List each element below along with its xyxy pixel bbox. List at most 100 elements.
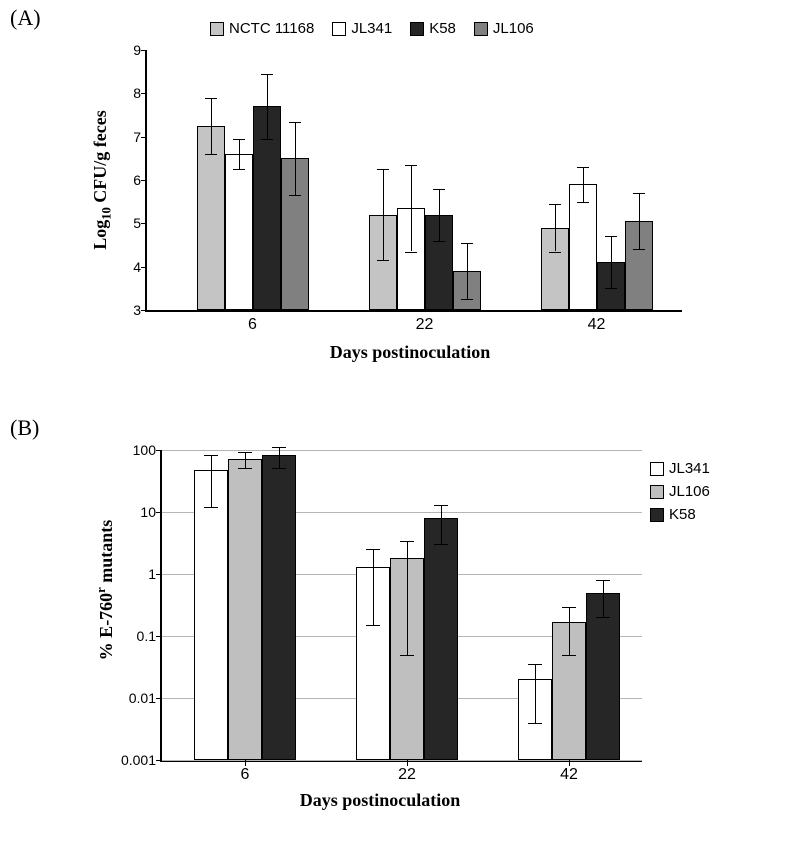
error-cap: [400, 541, 414, 542]
ytick-mark: [141, 137, 147, 138]
error-cap: [596, 580, 610, 581]
panel-a-legend: NCTC 11168 JL341 K58 JL106: [210, 20, 730, 41]
bar: [225, 154, 253, 310]
xtick-label: 22: [416, 310, 434, 334]
ytick-mark: [141, 180, 147, 181]
legend-swatch: [474, 22, 488, 36]
error-bar: [535, 664, 536, 722]
panel-b-plot: 0.0010.010.111010062242: [160, 450, 642, 762]
xtick-mark: [245, 760, 246, 766]
bar: [228, 459, 262, 760]
legend-swatch: [332, 22, 346, 36]
error-bar: [211, 98, 212, 154]
panel-a-xlabel: Days postinoculation: [80, 342, 740, 363]
error-bar: [441, 505, 442, 544]
error-bar: [295, 122, 296, 196]
ytick-mark: [141, 93, 147, 94]
panel-a-ylabel-text: Log10 CFU/g feces: [90, 110, 110, 250]
ytick-mark: [141, 223, 147, 224]
ytick-mark: [141, 310, 147, 311]
error-bar: [439, 189, 440, 241]
bar: [569, 184, 597, 310]
error-cap: [405, 252, 417, 253]
page: { "panelA": { "label": "(A)", "type": "b…: [0, 0, 800, 855]
panel-b-label: (B): [10, 415, 39, 441]
legend-swatch: [650, 508, 664, 522]
error-cap: [289, 122, 301, 123]
error-cap: [549, 204, 561, 205]
error-cap: [233, 169, 245, 170]
bar: [424, 518, 458, 760]
legend-item: JL341: [332, 20, 392, 37]
error-bar: [411, 165, 412, 252]
error-bar: [583, 167, 584, 202]
error-bar: [603, 580, 604, 617]
error-cap: [605, 288, 617, 289]
bar: [194, 470, 228, 760]
error-bar: [611, 236, 612, 288]
legend-swatch: [650, 462, 664, 476]
ytick-mark: [156, 574, 162, 575]
ytick-mark: [156, 450, 162, 451]
error-bar: [407, 541, 408, 655]
error-cap: [434, 505, 448, 506]
error-cap: [461, 243, 473, 244]
panel-b-ylabel-text: % E-760r mutants: [96, 520, 116, 661]
ytick-mark: [141, 267, 147, 268]
legend-item: K58: [650, 506, 710, 523]
error-cap: [596, 617, 610, 618]
error-cap: [205, 98, 217, 99]
error-cap: [377, 169, 389, 170]
error-cap: [562, 655, 576, 656]
legend-label: JL341: [669, 460, 710, 477]
error-cap: [272, 447, 286, 448]
error-cap: [461, 299, 473, 300]
error-bar: [239, 139, 240, 169]
ytick-mark: [141, 50, 147, 51]
legend-label: NCTC 11168: [229, 20, 314, 37]
legend-label: K58: [429, 20, 456, 37]
legend-label: JL106: [493, 20, 534, 37]
gridline: [162, 450, 642, 451]
panel-b-chart: 0.0010.010.111010062242 JL341 JL106 K58 % …: [80, 440, 760, 840]
error-cap: [633, 249, 645, 250]
panel-b-ylabel: % E-760r mutants: [94, 480, 117, 700]
error-bar: [467, 243, 468, 299]
error-cap: [400, 655, 414, 656]
error-cap: [377, 260, 389, 261]
panel-a-label: (A): [10, 5, 41, 31]
error-cap: [433, 241, 445, 242]
panel-a-chart: NCTC 11168 JL341 K58 JL106 345678962242 Log…: [80, 20, 740, 380]
error-cap: [272, 468, 286, 469]
xtick-label: 42: [588, 310, 606, 334]
error-cap: [238, 452, 252, 453]
error-cap: [366, 625, 380, 626]
legend-label: JL341: [351, 20, 392, 37]
panel-a-ylabel: Log10 CFU/g feces: [90, 60, 115, 300]
error-cap: [405, 165, 417, 166]
error-cap: [528, 664, 542, 665]
error-bar: [373, 549, 374, 625]
error-bar: [245, 452, 246, 467]
legend-swatch: [210, 22, 224, 36]
error-cap: [433, 189, 445, 190]
error-cap: [204, 455, 218, 456]
error-cap: [562, 607, 576, 608]
error-cap: [238, 468, 252, 469]
legend-item: JL106: [474, 20, 534, 37]
error-bar: [555, 204, 556, 252]
legend-item: JL341: [650, 460, 710, 477]
error-cap: [528, 723, 542, 724]
ytick-mark: [156, 512, 162, 513]
panel-b-xlabel: Days postinoculation: [120, 790, 640, 811]
error-bar: [569, 607, 570, 654]
error-bar: [383, 169, 384, 260]
legend-item: JL106: [650, 483, 710, 500]
legend-item: K58: [410, 20, 456, 37]
error-cap: [233, 139, 245, 140]
error-cap: [549, 252, 561, 253]
error-cap: [434, 544, 448, 545]
panel-a-plot: 345678962242: [145, 50, 682, 312]
error-cap: [577, 167, 589, 168]
error-cap: [261, 74, 273, 75]
